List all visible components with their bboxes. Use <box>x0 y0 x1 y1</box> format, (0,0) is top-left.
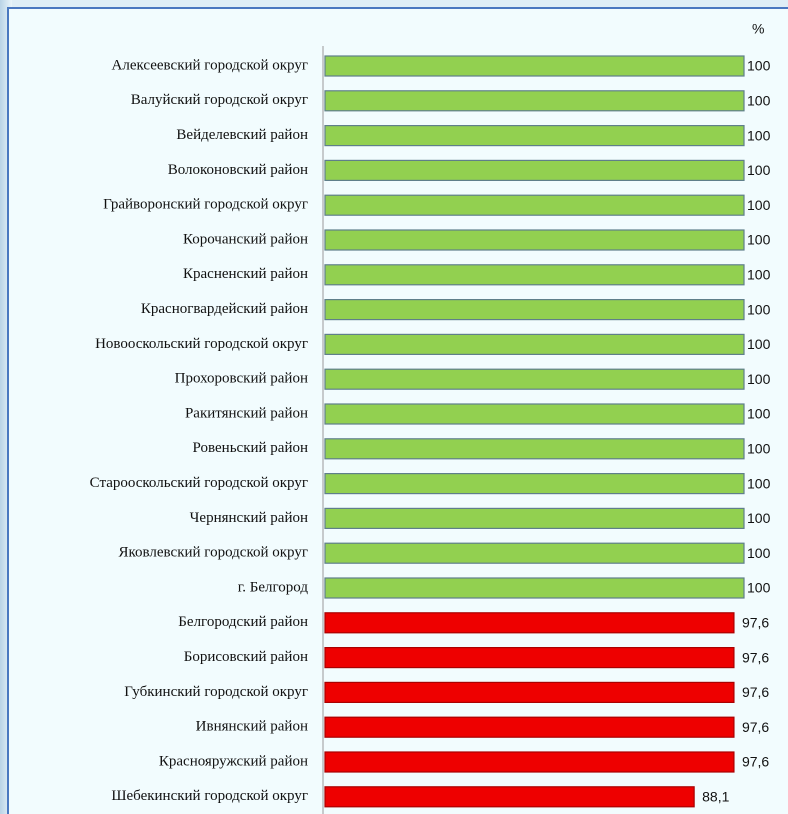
value-label: 100 <box>747 336 771 352</box>
bar <box>324 751 735 773</box>
bar <box>324 194 745 216</box>
bar <box>324 473 745 495</box>
bar <box>324 577 745 599</box>
bar <box>324 612 735 634</box>
value-label: 100 <box>747 510 771 526</box>
bar <box>324 333 745 355</box>
bar <box>324 159 745 181</box>
category-label: Грайворонский городской округ <box>103 197 308 213</box>
bar <box>324 681 735 704</box>
category-label: Краснояружский район <box>159 753 308 769</box>
value-label: 100 <box>747 162 771 178</box>
bar <box>324 229 745 251</box>
bar <box>324 55 745 77</box>
value-label: 97,6 <box>742 754 769 770</box>
value-label: 100 <box>747 267 771 283</box>
value-label: 100 <box>747 441 771 457</box>
value-label: 97,6 <box>742 649 769 665</box>
category-label: Старооскольский городской округ <box>90 475 308 491</box>
bar <box>324 716 735 738</box>
value-label: 100 <box>747 475 771 491</box>
category-label: Шебекинский городской округ <box>111 788 308 804</box>
category-label: Ивнянский район <box>196 719 308 735</box>
category-label: Волоконовский район <box>168 162 308 178</box>
bar <box>324 264 745 286</box>
value-label: 88,1 <box>702 789 729 805</box>
value-label: 100 <box>747 93 771 109</box>
category-label: Губкинский городской округ <box>124 684 308 700</box>
value-label: 97,6 <box>742 684 769 700</box>
category-label: Борисовский район <box>184 649 308 665</box>
bar <box>324 90 745 112</box>
category-label: Белгородский район <box>178 614 308 630</box>
value-label: 100 <box>747 371 771 387</box>
category-label: Ракитянский район <box>185 405 308 421</box>
value-label: 100 <box>747 232 771 248</box>
bar <box>324 507 745 529</box>
bar <box>324 438 745 460</box>
category-label: Валуйский городской округ <box>131 92 308 108</box>
value-label: 100 <box>747 545 771 561</box>
category-label: г. Белгород <box>238 579 309 595</box>
category-label: Яковлевский городской округ <box>119 545 309 561</box>
bar <box>324 124 745 147</box>
value-label: 100 <box>747 406 771 422</box>
value-label: 97,6 <box>742 719 769 735</box>
category-label: Вейделевский район <box>176 127 308 143</box>
category-label: Красногвардейский район <box>141 301 308 317</box>
bar <box>324 646 735 669</box>
bar <box>324 299 745 321</box>
bar <box>324 403 745 425</box>
category-label: Корочанский район <box>183 231 308 247</box>
bar <box>324 368 745 390</box>
category-label: Новооскольский городской округ <box>95 336 308 352</box>
value-label: 100 <box>747 127 771 143</box>
category-label: Чернянский район <box>190 510 308 526</box>
category-label: Прохоровский район <box>175 371 308 387</box>
value-label: 100 <box>747 58 771 74</box>
bar <box>324 786 695 808</box>
value-label: 97,6 <box>742 615 769 631</box>
value-label: 100 <box>747 301 771 317</box>
category-label: Красненский район <box>183 266 308 282</box>
value-label: 100 <box>747 580 771 596</box>
category-label: Ровеньский район <box>193 440 308 456</box>
bar <box>324 542 745 564</box>
value-label: 100 <box>747 197 771 213</box>
category-label: Алексеевский городской округ <box>112 57 308 73</box>
unit-label: % <box>752 21 764 37</box>
